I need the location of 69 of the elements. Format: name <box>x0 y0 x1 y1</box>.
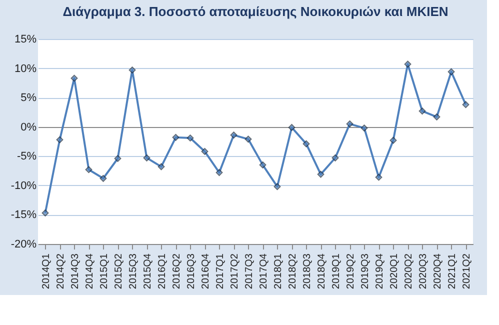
point <box>128 66 136 74</box>
x-tick-label: 2020Q3 <box>418 253 429 290</box>
point <box>85 166 92 174</box>
y-tick-label: -15% <box>10 209 37 222</box>
x-tick-label: 2020Q4 <box>432 253 444 290</box>
x-tick-label: 2018Q3 <box>302 253 313 290</box>
point <box>317 170 324 178</box>
x-tick-label: 2015Q3 <box>128 253 139 290</box>
point <box>360 124 368 132</box>
point <box>216 169 223 176</box>
x-tick-label: 2014Q4 <box>84 253 96 290</box>
point <box>100 174 107 182</box>
x-tick-label: 2021Q2 <box>461 253 472 290</box>
x-tick-label: 2016Q2 <box>171 253 182 290</box>
x-tick-label: 2015Q2 <box>113 253 124 290</box>
x-tick-label: 2016Q3 <box>186 253 197 290</box>
y-tick-label: 15% <box>14 34 37 46</box>
point <box>186 134 194 142</box>
point <box>42 210 49 216</box>
point <box>70 74 78 82</box>
x-tick-label: 2019Q4 <box>374 253 386 290</box>
x-tick-label: 2015Q1 <box>98 253 110 290</box>
x-tick-label: 2014Q2 <box>55 253 66 290</box>
x-tick-label: 2016Q4 <box>200 253 212 290</box>
x-tick-label: 2017Q3 <box>244 253 255 290</box>
point <box>390 136 397 144</box>
x-tick-label: 2015Q4 <box>142 253 154 290</box>
x-tick-label: 2020Q2 <box>403 253 414 290</box>
y-tick-label: 0% <box>20 121 37 134</box>
point <box>201 148 208 155</box>
y-tick-label: -5% <box>16 150 37 163</box>
x-tick-label: 2014Q1 <box>40 253 52 290</box>
x-tick-label: 2017Q2 <box>229 253 240 290</box>
x-tick-label: 2019Q1 <box>330 253 342 290</box>
x-tick-label: 2016Q1 <box>156 253 168 290</box>
point <box>158 163 165 170</box>
x-tick-label: 2017Q4 <box>258 253 270 290</box>
point <box>244 136 252 143</box>
x-tick-label: 2019Q2 <box>345 253 356 290</box>
point <box>375 174 382 181</box>
x-tick-label: 2018Q4 <box>316 253 328 290</box>
x-tick-label: 2018Q2 <box>287 253 298 290</box>
point <box>288 124 296 131</box>
point <box>418 108 426 114</box>
point <box>448 68 455 76</box>
y-tick-label: -10% <box>10 180 37 192</box>
point <box>114 155 122 162</box>
point <box>346 120 354 128</box>
x-tick-label: 2020Q1 <box>388 253 400 290</box>
point <box>462 101 470 108</box>
x-tick-label: 2019Q3 <box>360 253 371 290</box>
point <box>332 154 339 162</box>
point <box>143 154 150 162</box>
point <box>274 183 281 190</box>
x-tick-label: 2018Q1 <box>272 253 284 290</box>
point <box>56 136 64 144</box>
point <box>433 113 440 120</box>
chart-title: Διάγραμμα 3. Ποσοστό αποταμίευσης Νοικοκυριών και ΜΚΙΕΝ <box>62 4 448 19</box>
point <box>404 60 412 68</box>
x-tick-label: 2021Q1 <box>446 253 458 290</box>
y-tick-label: 5% <box>20 92 37 104</box>
point <box>259 161 266 168</box>
y-tick-label: -20% <box>10 238 37 250</box>
y-tick-label: 10% <box>14 62 37 75</box>
x-tick-label: 2014Q3 <box>70 253 81 290</box>
point <box>230 132 238 139</box>
x-tick-label: 2017Q1 <box>214 253 226 290</box>
point <box>172 134 180 141</box>
point <box>302 140 310 148</box>
